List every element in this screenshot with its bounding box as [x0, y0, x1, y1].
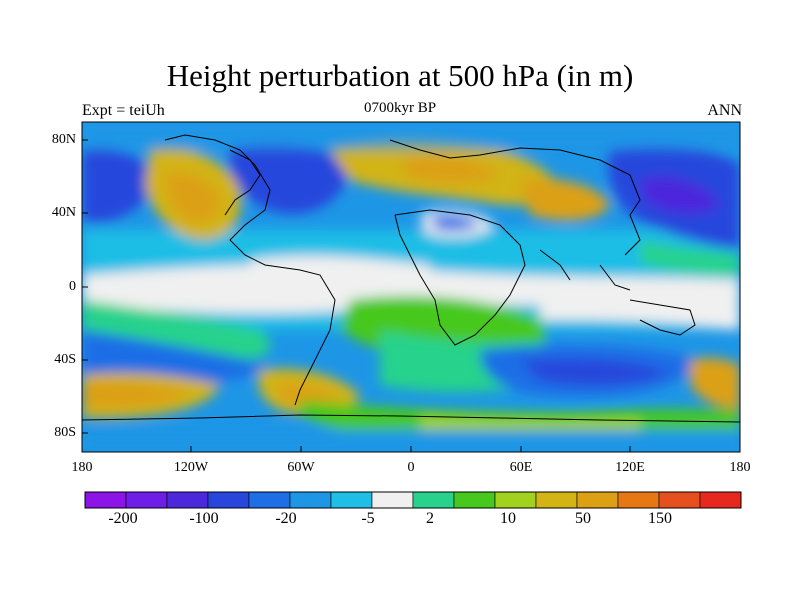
map-title: Height perturbation at 500 hPa (in m) — [166, 58, 634, 93]
colorbar-label: -20 — [275, 510, 297, 527]
colorbar-swatch — [248, 491, 291, 509]
lon-tick-0: 0 — [407, 460, 415, 475]
experiment-label: Expt = teiUh — [82, 102, 165, 119]
colorbar-swatch — [207, 491, 250, 509]
colorbar-swatch — [166, 491, 209, 509]
colorbar-swatch — [330, 491, 373, 509]
lat-tick-80n: 80N — [51, 132, 76, 147]
colorbar-swatch — [453, 491, 496, 509]
lat-tick-80s: 80S — [54, 425, 76, 440]
lat-tick-0: 0 — [69, 279, 76, 294]
lon-tick-180-east: 180 — [729, 460, 751, 475]
lon-tick-120e: 120E — [615, 460, 645, 475]
colorbar-swatch — [576, 491, 619, 509]
colorbar-swatch — [371, 491, 414, 509]
lon-tick-60e: 60E — [509, 460, 533, 475]
lon-tick-120w: 120W — [173, 460, 209, 475]
colorbar-swatch — [125, 491, 168, 509]
colorbar-label: -5 — [361, 510, 375, 527]
coastlines — [82, 134, 740, 423]
colorbar-swatch — [84, 491, 127, 509]
colorbar-swatch — [412, 491, 455, 509]
lon-tick-180-west: 180 — [71, 460, 93, 475]
lat-tick-40n: 40N — [51, 205, 76, 220]
colorbar-label: -100 — [189, 510, 219, 527]
colorbar-swatch — [494, 491, 537, 509]
colorbar-swatch — [658, 491, 701, 509]
map-subtitle: 0700kyr BP — [363, 100, 437, 116]
colorbar-swatch — [699, 491, 742, 509]
lon-tick-60w: 60W — [287, 460, 315, 475]
colorbar-label: -200 — [108, 510, 138, 527]
colorbar-swatch — [535, 491, 578, 509]
colorbar-label: 10 — [500, 510, 516, 527]
colorbar-label: 2 — [426, 510, 434, 527]
contour-field — [82, 122, 740, 452]
colorbar-label: 150 — [648, 510, 672, 527]
colorbar-swatch — [289, 491, 332, 509]
lat-tick-40s: 40S — [54, 352, 76, 367]
season-label: ANN — [707, 102, 742, 119]
axis-ticks — [82, 139, 631, 452]
colorbar-label: 50 — [575, 510, 591, 527]
colorbar-swatch — [617, 491, 660, 509]
